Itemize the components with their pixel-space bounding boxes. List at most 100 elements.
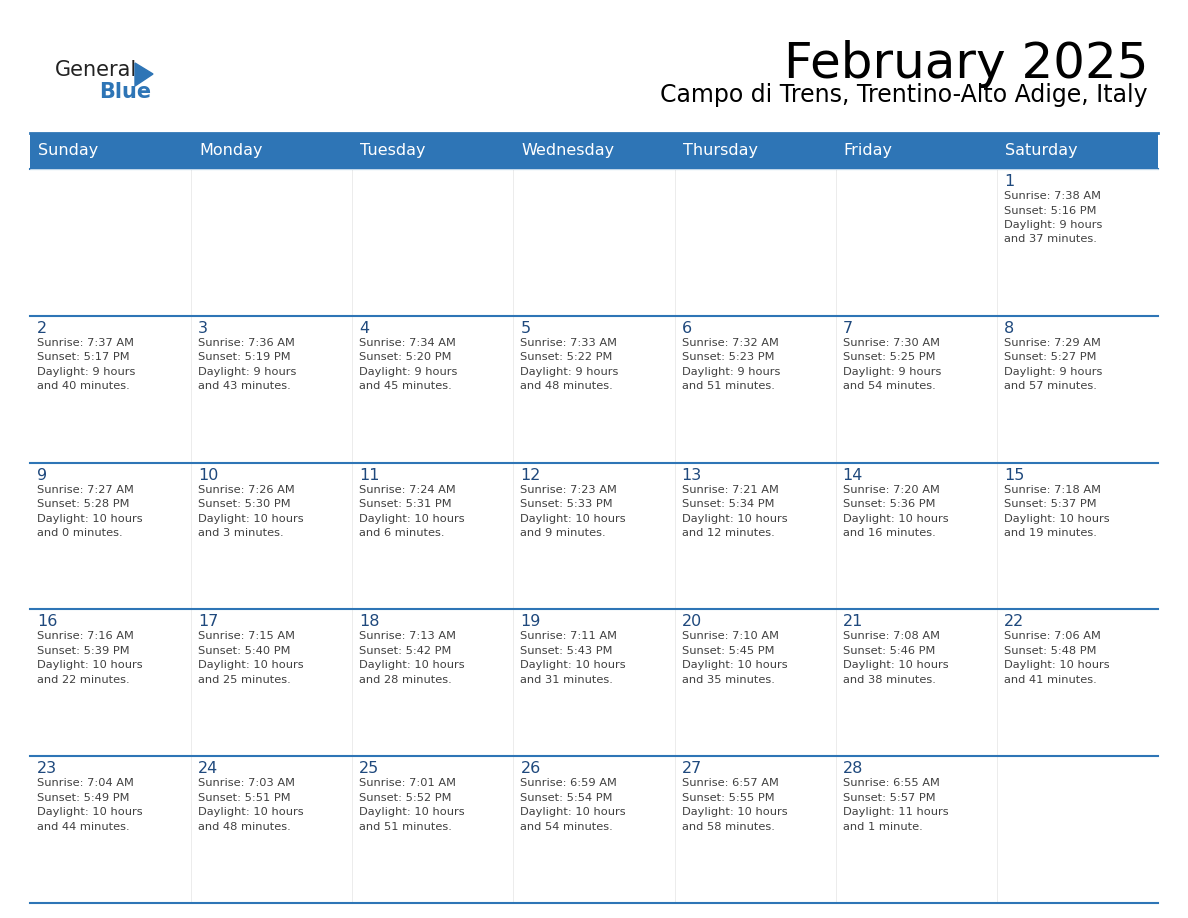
Text: and 9 minutes.: and 9 minutes.: [520, 528, 606, 538]
Text: Sunrise: 7:20 AM: Sunrise: 7:20 AM: [842, 485, 940, 495]
Text: Sunday: Sunday: [38, 143, 99, 159]
Text: Sunrise: 7:11 AM: Sunrise: 7:11 AM: [520, 632, 618, 642]
Text: Daylight: 10 hours: Daylight: 10 hours: [198, 660, 304, 670]
Bar: [30, 463, 191, 610]
Text: and 43 minutes.: and 43 minutes.: [198, 381, 291, 391]
Text: Sunrise: 6:59 AM: Sunrise: 6:59 AM: [520, 778, 618, 789]
Text: Sunrise: 7:23 AM: Sunrise: 7:23 AM: [520, 485, 618, 495]
Text: and 40 minutes.: and 40 minutes.: [37, 381, 129, 391]
Text: 21: 21: [842, 614, 864, 630]
Text: Sunset: 5:31 PM: Sunset: 5:31 PM: [359, 499, 451, 509]
Text: Sunset: 5:37 PM: Sunset: 5:37 PM: [1004, 499, 1097, 509]
Text: and 28 minutes.: and 28 minutes.: [359, 675, 453, 685]
Bar: [997, 463, 1158, 610]
Text: Thursday: Thursday: [683, 143, 758, 159]
Bar: [513, 169, 675, 316]
Text: 9: 9: [37, 467, 48, 483]
Bar: [835, 463, 997, 610]
Text: and 57 minutes.: and 57 minutes.: [1004, 381, 1097, 391]
Text: and 54 minutes.: and 54 minutes.: [520, 822, 613, 832]
Text: Daylight: 10 hours: Daylight: 10 hours: [359, 513, 465, 523]
Text: Sunset: 5:42 PM: Sunset: 5:42 PM: [359, 646, 451, 655]
Bar: [191, 610, 353, 756]
Text: and 41 minutes.: and 41 minutes.: [1004, 675, 1097, 685]
Text: 3: 3: [198, 320, 208, 336]
Text: 27: 27: [682, 761, 702, 777]
Text: and 48 minutes.: and 48 minutes.: [198, 822, 291, 832]
Bar: [997, 316, 1158, 463]
Text: Sunset: 5:45 PM: Sunset: 5:45 PM: [682, 646, 775, 655]
Text: Sunrise: 7:04 AM: Sunrise: 7:04 AM: [37, 778, 134, 789]
Text: Sunrise: 7:24 AM: Sunrise: 7:24 AM: [359, 485, 456, 495]
Text: Sunrise: 7:21 AM: Sunrise: 7:21 AM: [682, 485, 778, 495]
Text: and 54 minutes.: and 54 minutes.: [842, 381, 935, 391]
Text: and 58 minutes.: and 58 minutes.: [682, 822, 775, 832]
Text: Blue: Blue: [99, 82, 151, 102]
Bar: [997, 610, 1158, 756]
Text: Daylight: 10 hours: Daylight: 10 hours: [520, 807, 626, 817]
Text: Sunset: 5:22 PM: Sunset: 5:22 PM: [520, 353, 613, 363]
Text: 11: 11: [359, 467, 380, 483]
Text: Sunset: 5:39 PM: Sunset: 5:39 PM: [37, 646, 129, 655]
Text: Daylight: 10 hours: Daylight: 10 hours: [1004, 660, 1110, 670]
Text: Daylight: 10 hours: Daylight: 10 hours: [842, 660, 948, 670]
Bar: [353, 610, 513, 756]
Text: 4: 4: [359, 320, 369, 336]
Bar: [835, 316, 997, 463]
Text: 22: 22: [1004, 614, 1024, 630]
Bar: [30, 169, 191, 316]
Text: Daylight: 9 hours: Daylight: 9 hours: [682, 367, 781, 376]
Bar: [353, 463, 513, 610]
Text: Sunrise: 6:55 AM: Sunrise: 6:55 AM: [842, 778, 940, 789]
Text: Sunset: 5:28 PM: Sunset: 5:28 PM: [37, 499, 129, 509]
Text: 18: 18: [359, 614, 380, 630]
Text: Daylight: 10 hours: Daylight: 10 hours: [198, 807, 304, 817]
Text: Sunrise: 7:29 AM: Sunrise: 7:29 AM: [1004, 338, 1101, 348]
Text: and 12 minutes.: and 12 minutes.: [682, 528, 775, 538]
Text: Sunrise: 7:34 AM: Sunrise: 7:34 AM: [359, 338, 456, 348]
Text: Daylight: 10 hours: Daylight: 10 hours: [682, 513, 788, 523]
Text: Sunrise: 7:13 AM: Sunrise: 7:13 AM: [359, 632, 456, 642]
Text: Daylight: 10 hours: Daylight: 10 hours: [37, 660, 143, 670]
Text: Sunset: 5:55 PM: Sunset: 5:55 PM: [682, 793, 775, 802]
Text: 6: 6: [682, 320, 691, 336]
Text: and 0 minutes.: and 0 minutes.: [37, 528, 122, 538]
Text: Sunset: 5:17 PM: Sunset: 5:17 PM: [37, 353, 129, 363]
Text: Daylight: 9 hours: Daylight: 9 hours: [1004, 220, 1102, 230]
Bar: [835, 169, 997, 316]
Text: and 22 minutes.: and 22 minutes.: [37, 675, 129, 685]
Bar: [30, 316, 191, 463]
Text: Monday: Monday: [200, 143, 263, 159]
Text: Sunset: 5:30 PM: Sunset: 5:30 PM: [198, 499, 291, 509]
Bar: [835, 756, 997, 903]
Bar: [513, 316, 675, 463]
Text: Sunset: 5:49 PM: Sunset: 5:49 PM: [37, 793, 129, 802]
Text: and 25 minutes.: and 25 minutes.: [198, 675, 291, 685]
Text: Sunrise: 7:15 AM: Sunrise: 7:15 AM: [198, 632, 295, 642]
Text: Sunset: 5:43 PM: Sunset: 5:43 PM: [520, 646, 613, 655]
Bar: [191, 169, 353, 316]
Text: Daylight: 10 hours: Daylight: 10 hours: [682, 807, 788, 817]
Text: Sunset: 5:33 PM: Sunset: 5:33 PM: [520, 499, 613, 509]
Bar: [675, 316, 835, 463]
Text: 26: 26: [520, 761, 541, 777]
Text: Sunset: 5:19 PM: Sunset: 5:19 PM: [198, 353, 291, 363]
Bar: [191, 463, 353, 610]
Bar: [191, 756, 353, 903]
Text: 25: 25: [359, 761, 379, 777]
Text: Daylight: 10 hours: Daylight: 10 hours: [682, 660, 788, 670]
Text: Sunset: 5:25 PM: Sunset: 5:25 PM: [842, 353, 935, 363]
Text: Sunrise: 7:26 AM: Sunrise: 7:26 AM: [198, 485, 295, 495]
Text: and 19 minutes.: and 19 minutes.: [1004, 528, 1097, 538]
Text: Sunset: 5:40 PM: Sunset: 5:40 PM: [198, 646, 291, 655]
Text: Sunset: 5:48 PM: Sunset: 5:48 PM: [1004, 646, 1097, 655]
Text: Sunrise: 7:10 AM: Sunrise: 7:10 AM: [682, 632, 778, 642]
Text: 7: 7: [842, 320, 853, 336]
Bar: [191, 316, 353, 463]
Text: Friday: Friday: [843, 143, 892, 159]
Text: February 2025: February 2025: [784, 40, 1148, 88]
Text: Daylight: 9 hours: Daylight: 9 hours: [359, 367, 457, 376]
Text: 5: 5: [520, 320, 531, 336]
Text: Sunrise: 7:18 AM: Sunrise: 7:18 AM: [1004, 485, 1101, 495]
Text: Daylight: 9 hours: Daylight: 9 hours: [842, 367, 941, 376]
